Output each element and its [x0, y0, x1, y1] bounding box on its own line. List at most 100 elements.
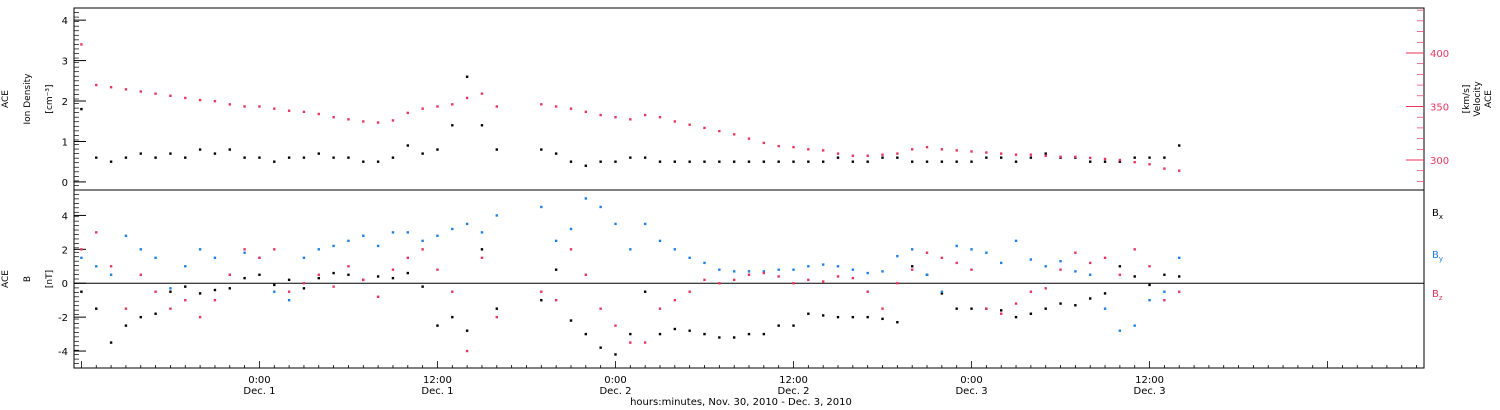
data-point [154, 312, 157, 315]
data-point [985, 156, 988, 159]
data-point [302, 287, 306, 290]
data-point [1089, 160, 1092, 163]
data-point [569, 227, 573, 231]
data-point [554, 239, 558, 243]
data-point [376, 160, 380, 163]
data-point [1014, 153, 1018, 156]
legend-entry: Bz [1432, 289, 1443, 302]
data-point [258, 156, 261, 159]
data-point [198, 248, 202, 251]
data-point [302, 110, 306, 114]
data-point [866, 154, 869, 157]
data-point [302, 256, 306, 260]
data-point [718, 129, 721, 133]
data-point [807, 148, 810, 151]
data-point [629, 248, 632, 251]
data-point [317, 112, 320, 116]
data-point [732, 336, 736, 339]
y-tick-label: -4 [58, 347, 68, 358]
data-point [554, 268, 558, 271]
data-point [970, 248, 973, 251]
data-point [747, 160, 751, 163]
data-point [376, 121, 380, 124]
data-point [1014, 160, 1018, 163]
data-point [643, 156, 647, 159]
data-point [703, 261, 706, 265]
x-tick-time: 12:00 [779, 375, 808, 386]
data-point [406, 271, 409, 275]
data-point [1089, 261, 1092, 265]
data-point [599, 113, 602, 117]
data-point [1059, 268, 1062, 271]
data-point [1103, 157, 1107, 161]
data-point [925, 251, 929, 254]
data-point [1029, 312, 1033, 315]
x-axis-label: hours:minutes, Nov. 30, 2010 - Dec. 3, 2… [630, 397, 852, 408]
x-tick-time: 12:00 [1135, 375, 1164, 386]
data-point [1148, 298, 1151, 302]
data-point [228, 273, 231, 276]
data-point [866, 290, 869, 293]
data-point [970, 307, 973, 310]
data-point [1014, 315, 1018, 319]
data-point [718, 282, 721, 285]
x-tick-time: 12:00 [423, 375, 452, 386]
data-point [614, 116, 617, 119]
data-point [896, 254, 899, 258]
data-point [866, 160, 869, 163]
data-point [243, 248, 246, 251]
y-axis-label: Ion Density [23, 73, 33, 125]
data-point [554, 152, 558, 155]
data-point [1029, 156, 1033, 159]
data-point [658, 307, 662, 310]
data-point [792, 145, 795, 149]
data-point [228, 287, 231, 290]
data-point [866, 271, 869, 275]
data-point [703, 160, 706, 163]
y2-tick-label: 350 [1430, 102, 1449, 113]
data-point [213, 152, 217, 155]
data-point [1178, 256, 1181, 260]
data-point [362, 278, 365, 282]
data-point [391, 268, 395, 271]
data-point [80, 107, 83, 111]
data-point [436, 148, 439, 151]
data-point [421, 239, 424, 243]
data-point [169, 287, 172, 290]
data-point [807, 278, 810, 282]
data-point [955, 261, 958, 265]
data-point [213, 288, 217, 292]
data-point [747, 273, 751, 276]
data-point [554, 298, 558, 302]
data-point [836, 156, 840, 159]
data-point [584, 332, 588, 336]
data-point [480, 92, 484, 95]
data-point [287, 156, 291, 159]
data-point [881, 156, 884, 159]
data-point [495, 148, 499, 151]
data-point [540, 205, 543, 209]
data-point [436, 105, 439, 108]
legend-entry: Bx [1432, 208, 1443, 221]
data-point [688, 123, 691, 126]
data-point [851, 154, 855, 157]
data-point [465, 96, 469, 100]
data-point [629, 118, 632, 121]
data-point [1178, 144, 1181, 147]
y-axis-label: ACE [1, 270, 11, 288]
data-point [777, 268, 780, 271]
data-point [658, 160, 662, 163]
data-point [614, 324, 617, 327]
data-point [332, 244, 335, 248]
data-point [881, 307, 884, 310]
data-point [807, 312, 810, 315]
data-point [925, 160, 929, 163]
data-point [792, 160, 795, 163]
data-point [1044, 287, 1047, 290]
data-point [258, 273, 261, 276]
data-point [243, 105, 246, 108]
data-point [169, 152, 172, 155]
data-point [836, 265, 840, 268]
x-tick-date: Dec. 1 [243, 386, 275, 397]
